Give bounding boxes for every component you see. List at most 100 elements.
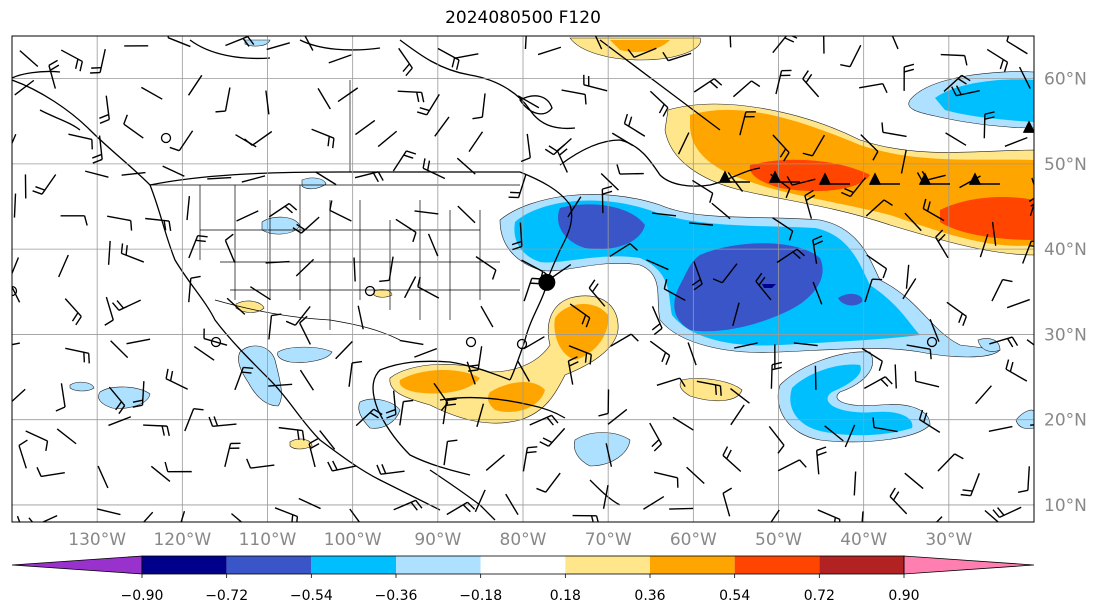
wind-barb: [64, 298, 82, 326]
wind-barb: [427, 233, 439, 257]
wind-barb: [328, 54, 352, 64]
wind-barb: [983, 111, 995, 139]
wind-barb: [327, 460, 356, 472]
colorbar-tick-label: −0.90: [121, 588, 164, 604]
wind-barb: [609, 243, 638, 258]
wind-barb: [946, 301, 968, 326]
wind-barb: [319, 430, 336, 450]
wind-barb: [556, 143, 568, 173]
wind-barb: [730, 387, 750, 404]
colorbar-tick-label: 0.36: [634, 588, 665, 604]
wind-barb: [422, 158, 446, 180]
wind-barb: [865, 199, 893, 217]
wind-barb: [729, 36, 732, 48]
wind-barb: [991, 221, 997, 246]
colorbar-tick-labels: −0.90 −0.72 −0.54 −0.36 −0.18 0.18 0.36 0.54 0.7…: [121, 574, 920, 604]
wind-barb: [12, 285, 21, 303]
wind-barb: [414, 210, 439, 215]
wind-barb: [672, 416, 694, 431]
colorbar-segment: [311, 556, 396, 574]
wind-barb: [397, 90, 425, 103]
longitude-label: 50°W: [755, 530, 802, 550]
wind-barb: [662, 51, 692, 62]
wind-barb: [48, 59, 60, 89]
wind-barb: [399, 399, 414, 426]
longitude-label: 100°W: [324, 530, 382, 550]
wind-barb: [730, 404, 745, 426]
wind-barb: [13, 193, 17, 218]
wind-barb: [12, 133, 17, 145]
wind-barb: [567, 196, 582, 218]
wind-barb: [472, 93, 486, 120]
wind-barb: [298, 497, 321, 510]
wind-barb: [649, 422, 663, 452]
wind-barb: [940, 53, 968, 66]
wind-barb: [193, 345, 215, 361]
wind-barb: [607, 408, 628, 425]
wind-barb: [627, 47, 657, 58]
colorbar-segment: [650, 556, 735, 574]
wind-barb: [268, 202, 298, 218]
wind-barb: [651, 306, 663, 336]
wind-barb: [337, 87, 359, 103]
wind-barb: [186, 196, 191, 221]
wind-barb: [68, 133, 93, 150]
wind-barb: [511, 222, 523, 251]
wind-barb: [132, 381, 145, 408]
wind-barb: [164, 461, 192, 473]
wind-barb: [265, 90, 270, 115]
wind-barb: [646, 259, 669, 271]
wind-barb: [180, 510, 186, 522]
wind-barb: [392, 150, 417, 172]
wind-barb: [92, 135, 103, 164]
wind-barb: [905, 264, 910, 289]
wind-barb: [16, 515, 21, 522]
wind-barb: [265, 260, 290, 264]
longitude-label: 120°W: [153, 530, 211, 550]
wind-barb: [304, 36, 314, 51]
colorbar-tick-label: −0.36: [375, 588, 418, 604]
wind-barb: [1028, 177, 1034, 207]
wind-barb-pennant: [818, 172, 850, 185]
wind-barb: [224, 233, 236, 263]
wind-barb: [96, 508, 121, 516]
wind-barb: [693, 78, 723, 93]
wind-barb: [524, 36, 527, 50]
wind-barb: [142, 511, 154, 522]
political-borders: [150, 80, 520, 341]
graticule: [12, 36, 1034, 522]
wind-barb: [120, 243, 145, 263]
wind-barb: [906, 344, 932, 360]
wind-barb: [793, 342, 818, 347]
wind-barb: [355, 408, 383, 427]
wind-barb: [602, 484, 609, 509]
positive-band-inner: [749, 159, 870, 192]
wind-barb: [902, 278, 917, 300]
wind-barb: [434, 116, 450, 137]
wind-barb: [317, 88, 331, 110]
wind-barb: [863, 376, 893, 390]
wind-barb-pennant: [968, 172, 1000, 185]
wind-barb: [299, 315, 311, 345]
wind-barb: [611, 132, 634, 147]
wind-barb: [992, 506, 1022, 518]
wind-barb: [25, 430, 49, 451]
wind-barb: [861, 347, 883, 371]
wind-barb: [357, 305, 364, 330]
wind-barb: [772, 36, 798, 54]
wind-barb: [937, 453, 964, 472]
wind-barb: [58, 254, 69, 278]
wind-barb: [1006, 36, 1028, 55]
wind-barb: [768, 425, 785, 454]
wind-barb: [308, 438, 320, 468]
wind-barb: [32, 174, 57, 195]
colorbar-segment: [734, 556, 820, 574]
wind-barb: [802, 134, 826, 157]
longitude-label: 80°W: [500, 530, 547, 550]
wind-barb: [539, 427, 566, 447]
wind-barb: [454, 53, 479, 59]
wind-barb: [1017, 466, 1031, 494]
wind-barb: [568, 345, 592, 365]
anomaly-fills: [69, 37, 1034, 467]
colorbar-segment: [480, 556, 566, 574]
